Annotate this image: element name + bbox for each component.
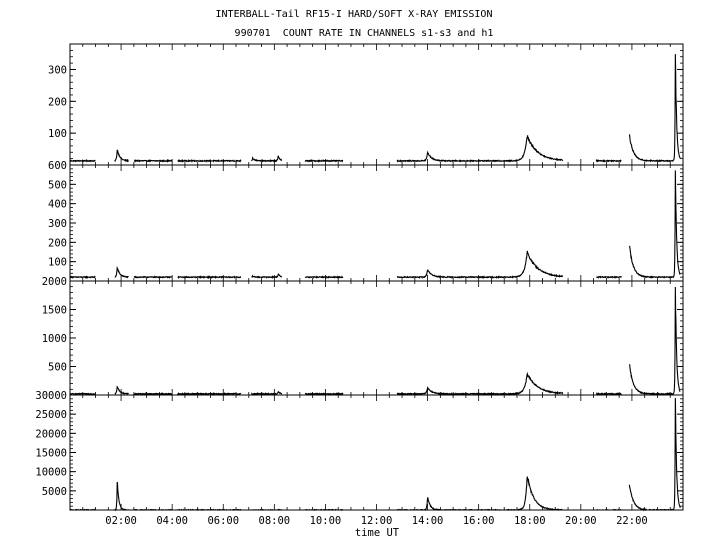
x-tick-label: 20:00 — [565, 515, 597, 527]
y-tick-label: 100 — [48, 257, 67, 269]
panel-frame — [69, 394, 684, 511]
x-tick-label: 12:00 — [361, 515, 393, 527]
chart-subtitle: 990701 COUNT RATE IN CHANNELS s1-s3 and … — [234, 28, 494, 39]
x-tick-label: 16:00 — [463, 515, 495, 527]
x-tick-label: 08:00 — [259, 515, 291, 527]
y-tick-label: 30000 — [35, 390, 67, 402]
panel-3: 500 1000 1500 2000 — [42, 276, 684, 396]
panel-frame — [69, 280, 684, 396]
panel-frame — [69, 43, 684, 166]
x-axis: 02:00 04:00 06:00 08:00 10:00 12:00 14:00 16:00… — [105, 515, 647, 527]
y-tick-label: 300 — [48, 218, 67, 230]
y-tick-label: 500 — [48, 362, 67, 374]
panel-4: 5000 10000 15000 20000 25000 30000 — [35, 390, 684, 512]
x-tick-label: 18:00 — [514, 515, 546, 527]
y-tick-label: 200 — [48, 237, 67, 249]
y-tick-label: 1000 — [42, 333, 67, 345]
panel-1: 100 200 300 — [48, 43, 684, 166]
y-tick-label: 500 — [48, 179, 67, 191]
panel-frame — [69, 164, 684, 282]
y-tick-label: 2000 — [42, 276, 67, 288]
y-tick-label: 200 — [48, 96, 67, 108]
series-line — [69, 170, 681, 280]
y-tick-label: 5000 — [42, 486, 67, 498]
y-tick-label: 25000 — [35, 409, 67, 421]
panels-group: 100 200 300 100 200 300 400 500 600 500 1000 1500 20… — [35, 43, 684, 512]
series-line — [69, 287, 681, 396]
y-tick-label: 10000 — [35, 467, 67, 479]
y-tick-label: 400 — [48, 199, 67, 211]
x-tick-label: 22:00 — [616, 515, 648, 527]
x-tick-label: 06:00 — [207, 515, 239, 527]
x-tick-label: 14:00 — [412, 515, 444, 527]
series-line — [69, 398, 681, 512]
x-axis-label: time UT — [355, 527, 400, 539]
panel-2: 100 200 300 400 500 600 — [48, 160, 684, 282]
y-tick-label: 600 — [48, 160, 67, 172]
series-line — [69, 54, 681, 164]
x-tick-label: 02:00 — [105, 515, 137, 527]
y-tick-label: 1500 — [42, 305, 67, 317]
chart-title: INTERBALL-Tail RF15-I HARD/SOFT X-RAY EM… — [215, 9, 493, 20]
y-tick-label: 300 — [48, 64, 67, 76]
y-tick-label: 20000 — [35, 428, 67, 440]
y-tick-label: 100 — [48, 128, 67, 140]
y-tick-label: 15000 — [35, 448, 67, 460]
x-tick-label: 04:00 — [156, 515, 188, 527]
x-tick-label: 10:00 — [310, 515, 342, 527]
